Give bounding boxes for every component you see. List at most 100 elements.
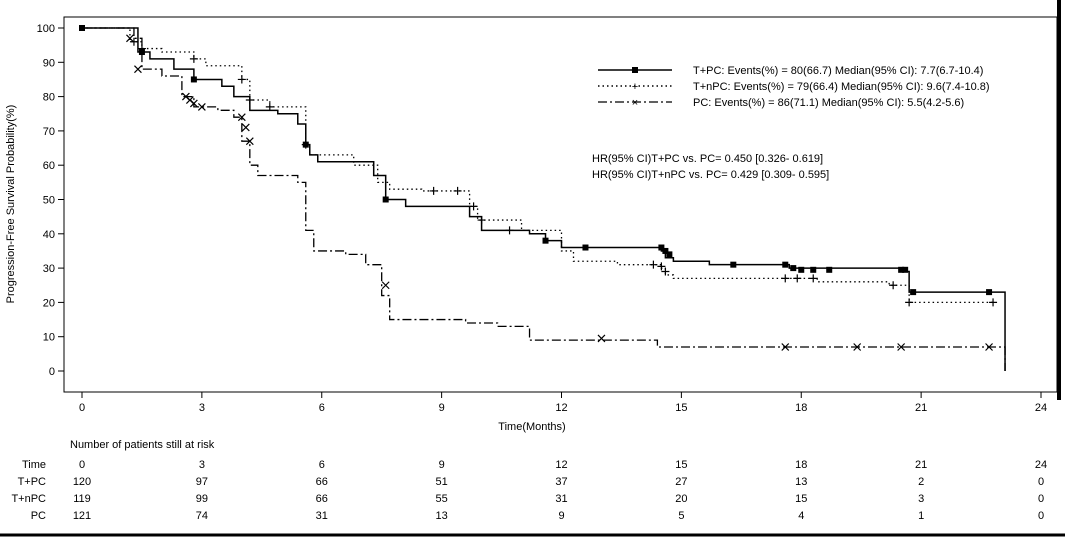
risk-cell-2-6: 4 [798,510,804,522]
risk-cell-0-1: 97 [196,476,208,488]
legend-marker-1: + [632,81,638,93]
x-tick-label-0: 0 [79,402,85,414]
series-layer [79,25,1006,371]
censor-mark-2-13 [897,343,906,351]
censor-mark-2-4 [189,99,198,108]
risk-cell-0-3: 51 [436,476,448,488]
censor-mark-1-0 [129,37,138,46]
y-tick-label-6: 60 [43,160,55,172]
x-tick-label-1: 3 [199,402,205,414]
risk-cell-1-0: 119 [73,493,91,505]
risk-cell-0-8: 0 [1038,476,1044,488]
censor-mark-1-14 [661,267,670,276]
y-tick-label-0: 0 [49,366,55,378]
y-tick-label-10: 100 [37,23,55,35]
x-axis-label: Time(Months) [498,421,565,433]
censor-mark-2-8 [245,137,254,146]
censor-mark-1-2 [189,54,198,63]
censor-mark-0-15 [826,266,833,273]
censor-mark-0-19 [986,289,993,296]
censor-mark-2-0 [126,34,134,43]
y-tick-label-7: 70 [43,126,55,138]
risk-cell-1-1: 99 [196,493,208,505]
risk-table: 0 3 6 9 12 15 18 21 24T+PC 120 97 66 51 37 27 13 2 0T+nPC… [11,459,1047,522]
censor-mark-0-10 [730,261,737,268]
x-tick-label-3: 9 [439,402,445,414]
legend-entry-0: T+PC: Events(%) = 80(66.7) Median(95% CI… [693,65,983,77]
censor-mark-0-4 [382,196,389,203]
censor-mark-1-7 [429,186,438,195]
censor-mark-1-16 [793,274,802,283]
censor-mark-0-13 [798,266,805,273]
risk-row-label-1: T+nPC [11,493,46,505]
censor-mark-2-14 [985,343,993,351]
censor-mark-2-12 [853,343,862,351]
risk-time-7: 21 [915,459,927,471]
y-tick-label-9: 90 [43,57,55,69]
risk-cell-0-6: 13 [795,476,807,488]
risk-cell-0-5: 27 [675,476,687,488]
risk-cell-0-2: 66 [316,476,328,488]
y-axis: 0 10 20 30 40 50 60 70 80 90 100 [37,23,64,378]
risk-cell-1-3: 55 [436,493,448,505]
censor-mark-1-3 [237,75,246,84]
legend-marker-2: × [632,97,638,109]
series-line-0 [82,27,1006,371]
censor-mark-2-1 [134,65,142,74]
censor-mark-1-12 [649,260,658,269]
censor-mark-2-5 [197,102,206,111]
legend-entry-1: T+nPC: Events(%) = 79(66.4) Median(95% C… [693,81,990,93]
risk-cell-2-2: 31 [316,510,328,522]
censor-mark-1-11 [505,226,514,235]
censor-mark-1-9 [469,202,478,211]
risk-cell-2-4: 9 [558,510,564,522]
censor-mark-1-20 [989,298,998,307]
y-tick-label-5: 50 [43,195,55,207]
risk-cell-2-5: 5 [678,510,684,522]
censor-mark-0-2 [190,76,197,83]
x-tick-label-5: 15 [675,402,687,414]
censor-mark-1-18 [889,281,898,290]
risk-cell-2-3: 13 [436,510,448,522]
risk-cell-2-0: 121 [73,510,91,522]
censor-mark-1-17 [809,274,818,283]
risk-cell-0-4: 37 [555,476,567,488]
legend: T+PC: Events(%) = 80(66.7) Median(95% CI… [598,65,990,109]
risk-time-2: 6 [319,459,325,471]
censor-mark-2-6 [237,113,246,122]
risk-time-1: 3 [199,459,205,471]
censor-mark-2-7 [241,123,250,132]
censor-mark-0-11 [782,261,789,268]
risk-cell-1-6: 15 [795,493,807,505]
censor-mark-2-9 [381,281,390,290]
censor-mark-1-5 [265,102,274,111]
risk-cell-1-7: 3 [918,493,924,505]
y-tick-label-8: 80 [43,92,55,104]
risk-row-label-2: PC [31,510,46,522]
risk-time-8: 24 [1035,459,1047,471]
censor-mark-0-8 [662,247,669,254]
censor-mark-1-19 [905,298,914,307]
censor-mark-0-17 [902,266,909,273]
risk-cell-0-7: 2 [918,476,924,488]
risk-time-4: 12 [555,459,567,471]
y-tick-label-1: 10 [43,332,55,344]
risk-cell-1-2: 66 [316,493,328,505]
risk-time-3: 9 [439,459,445,471]
x-tick-label-7: 21 [915,402,927,414]
y-tick-label-3: 30 [43,263,55,275]
censor-mark-1-10 [477,216,486,225]
risk-cell-0-0: 120 [73,476,91,488]
x-tick-label-2: 6 [319,402,325,414]
censor-mark-0-5 [542,237,549,244]
risk-cell-1-5: 20 [675,493,687,505]
x-tick-label-4: 12 [555,402,567,414]
censor-mark-0-14 [810,266,817,273]
risk-cell-2-7: 1 [918,510,924,522]
censor-mark-1-4 [245,96,254,105]
censor-mark-0-7 [658,244,665,251]
x-tick-label-8: 24 [1035,402,1047,414]
censor-mark-2-11 [781,343,790,351]
censor-mark-0-16 [898,266,905,273]
